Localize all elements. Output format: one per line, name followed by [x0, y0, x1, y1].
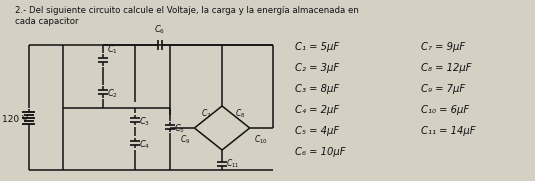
- Text: $C_9$: $C_9$: [180, 134, 190, 146]
- Text: C₄ = 2μF: C₄ = 2μF: [295, 105, 339, 115]
- Text: $C_5$: $C_5$: [174, 123, 185, 135]
- Text: C₉ = 7μF: C₉ = 7μF: [422, 84, 465, 94]
- Text: 120 V: 120 V: [2, 115, 28, 125]
- Text: $C_6$: $C_6$: [154, 24, 165, 36]
- Text: $C_3$: $C_3$: [139, 116, 150, 128]
- Text: $C_2$: $C_2$: [106, 88, 118, 100]
- Text: $C_4$: $C_4$: [139, 139, 150, 151]
- Text: $C_8$: $C_8$: [235, 108, 245, 120]
- Text: $C_1$: $C_1$: [106, 44, 118, 56]
- Text: C₁₁ = 14μF: C₁₁ = 14μF: [422, 126, 476, 136]
- Text: $C_7$: $C_7$: [201, 108, 211, 120]
- Text: C₆ = 10μF: C₆ = 10μF: [295, 147, 346, 157]
- Text: C₃ = 8μF: C₃ = 8μF: [295, 84, 339, 94]
- Text: C₁₀ = 6μF: C₁₀ = 6μF: [422, 105, 470, 115]
- Text: C₅ = 4μF: C₅ = 4μF: [295, 126, 339, 136]
- Text: C₁ = 5μF: C₁ = 5μF: [295, 42, 339, 52]
- Text: C₂ = 3μF: C₂ = 3μF: [295, 63, 339, 73]
- Text: C₇ = 9μF: C₇ = 9μF: [422, 42, 465, 52]
- Text: 2.- Del siguiente circuito calcule el Voltaje, la carga y la energía almacenada : 2.- Del siguiente circuito calcule el Vo…: [15, 6, 358, 15]
- Text: cada capacitor: cada capacitor: [15, 17, 78, 26]
- Text: $C_{11}$: $C_{11}$: [226, 157, 240, 169]
- Text: C₈ = 12μF: C₈ = 12μF: [422, 63, 472, 73]
- Text: $C_{10}$: $C_{10}$: [254, 134, 268, 146]
